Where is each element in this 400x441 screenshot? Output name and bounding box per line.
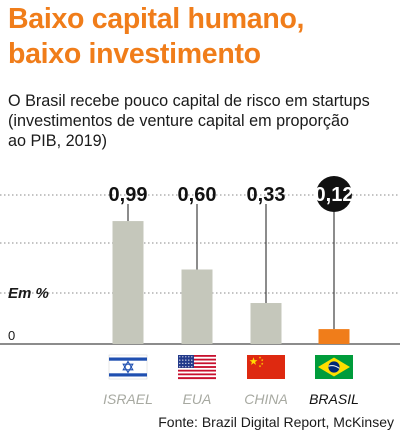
title-line-2: baixo investimento xyxy=(8,38,261,70)
data-label-israel: 0,99 xyxy=(109,184,148,206)
subtitle-line-3: ao PIB, 2019) xyxy=(8,132,107,150)
source-note: Fonte: Brazil Digital Report, McKinsey xyxy=(158,414,394,430)
brazil-flag xyxy=(315,355,353,379)
china-flag xyxy=(247,355,285,379)
title-line-1: Baixo capital humano, xyxy=(8,3,305,35)
chart-title: Baixo capital humano, baixo investimento xyxy=(8,2,398,72)
data-label-eua: 0,60 xyxy=(178,184,217,206)
israel-flag xyxy=(108,354,148,380)
category-label-china: CHINA xyxy=(244,391,288,407)
chart-subtitle: O Brasil recebe pouco capital de risco e… xyxy=(8,91,398,151)
data-label-brasil: 0,12 xyxy=(315,184,354,206)
data-label-china: 0,33 xyxy=(247,184,286,206)
subtitle-line-1: O Brasil recebe pouco capital de risco e… xyxy=(8,92,370,110)
y-tick-label-0: 0 xyxy=(8,328,15,343)
bar-china xyxy=(250,303,282,344)
bar-brasil xyxy=(318,329,350,344)
category-label-israel: ISRAEL xyxy=(103,391,153,407)
subtitle-line-2: (investimentos de venture capital em pro… xyxy=(8,112,350,130)
usa-flag xyxy=(178,355,216,380)
y-axis-label: Em % xyxy=(8,285,49,302)
bar-eua xyxy=(181,269,213,344)
category-label-brasil: BRASIL xyxy=(309,391,359,407)
highlight-badge xyxy=(316,176,352,212)
bar-israel xyxy=(112,221,144,344)
category-label-eua: EUA xyxy=(183,391,212,407)
